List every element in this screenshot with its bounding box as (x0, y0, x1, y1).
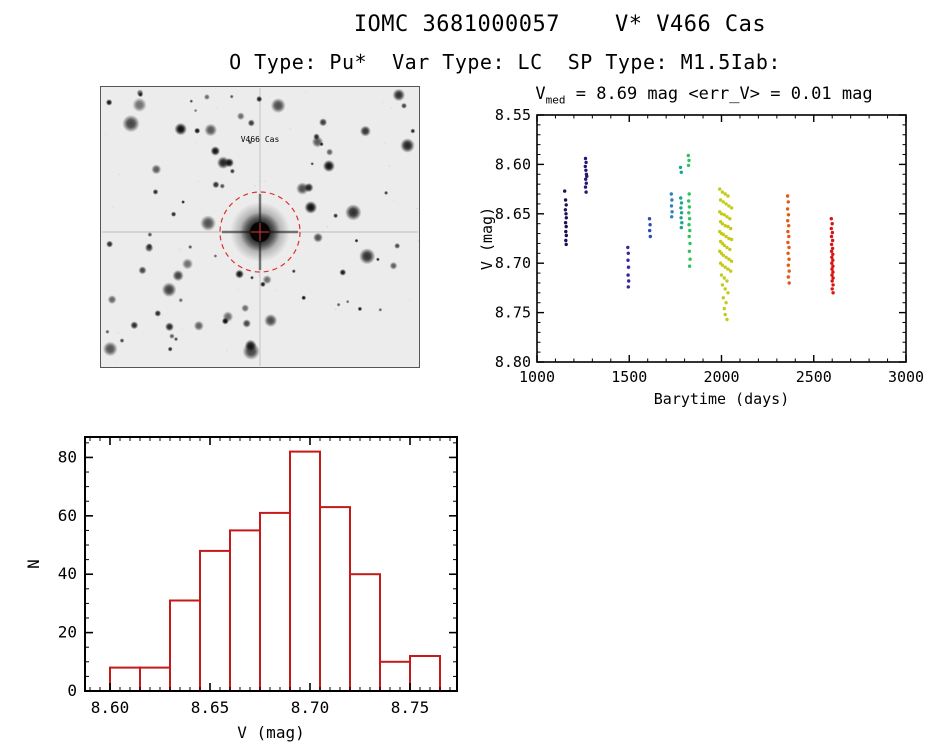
scatter-points-epoch-3 (626, 245, 631, 289)
y-tick-label: 8.80 (495, 353, 531, 371)
y-tick-label: 20 (58, 623, 77, 642)
y-axis-label: V (mag) (480, 207, 496, 270)
x-tick-label: 2500 (796, 368, 832, 386)
magnitude-histogram-plot: 8.60 8.65 8.70 8.75 0 20 40 60 80 V (mag) N (25, 436, 458, 742)
star-field (102, 88, 420, 368)
histogram-bar (229, 529, 261, 693)
x-tick-label: 8.60 (91, 698, 130, 717)
scatter-points-epoch-6 (678, 165, 684, 230)
x-axis-label: V (mag) (237, 723, 304, 742)
x-tick-label: 3000 (888, 368, 924, 386)
y-tick-label: 80 (58, 447, 77, 466)
scatter-points-epoch-9 (785, 194, 791, 285)
histogram-bar (139, 666, 171, 693)
scatter-points-epoch-1 (563, 189, 568, 247)
x-tick-label: 2000 (703, 368, 739, 386)
histogram-bar (379, 660, 411, 693)
x-tick-label: 8.75 (391, 698, 430, 717)
x-tick-label: 8.70 (291, 698, 330, 717)
page-subtitle: O Type: Pu* Var Type: LC SP Type: M1.5Ia… (229, 50, 781, 74)
finder-chart-image: V466 Cas (100, 86, 420, 368)
y-axis-label: N (25, 559, 43, 569)
histogram-bars (109, 450, 441, 693)
x-tick-label: 1000 (519, 368, 555, 386)
scatter-points-epoch-2 (583, 156, 589, 194)
x-tick-label: 8.65 (191, 698, 230, 717)
scatter-points-epoch-10 (829, 217, 835, 295)
scatter-points-epoch-4 (647, 217, 652, 239)
lightcurve-plot: 1000 1500 2000 2500 3000 8.55 8.60 8.65 8.70 8.75… (480, 106, 924, 408)
y-tick-label: 60 (58, 506, 77, 525)
y-tick-label: 8.75 (495, 304, 531, 322)
y-tick-label: 0 (67, 681, 77, 700)
lightcurve-title: Vmed = 8.69 mag <err_V> = 0.01 mag (498, 84, 910, 106)
x-tick-label: 1500 (611, 368, 647, 386)
aperture-circle (219, 191, 301, 273)
lightcurve-title-v: V (535, 84, 546, 104)
histogram-bar (109, 666, 141, 693)
target-label: V466 Cas (241, 135, 280, 144)
histogram-bar (169, 599, 201, 692)
histogram-bar (409, 655, 441, 692)
y-tick-label: 8.65 (495, 205, 531, 223)
histogram-bar (289, 450, 321, 692)
histogram-bar (349, 573, 381, 692)
lightcurve-title-sub: med (545, 93, 566, 107)
scatter-points-epoch-8 (718, 187, 734, 322)
histogram-bar (199, 549, 231, 693)
histogram-bar (319, 506, 351, 692)
y-tick-label: 8.60 (495, 155, 531, 173)
plot-axes (536, 114, 907, 363)
x-axis-label: Barytime (days) (654, 390, 789, 408)
histogram-bar (259, 511, 291, 693)
y-tick-label: 8.55 (495, 106, 531, 124)
page-title: IOMC 3681000057 V* V466 Cas (353, 12, 767, 37)
plot-axes (84, 436, 458, 692)
scatter-points-epoch-5 (669, 192, 674, 219)
scatter-points-epoch-7 (686, 153, 692, 268)
y-tick-label: 8.70 (495, 254, 531, 272)
lightcurve-title-rest: = 8.69 mag <err_V> = 0.01 mag (565, 84, 873, 104)
y-tick-label: 40 (58, 564, 77, 583)
